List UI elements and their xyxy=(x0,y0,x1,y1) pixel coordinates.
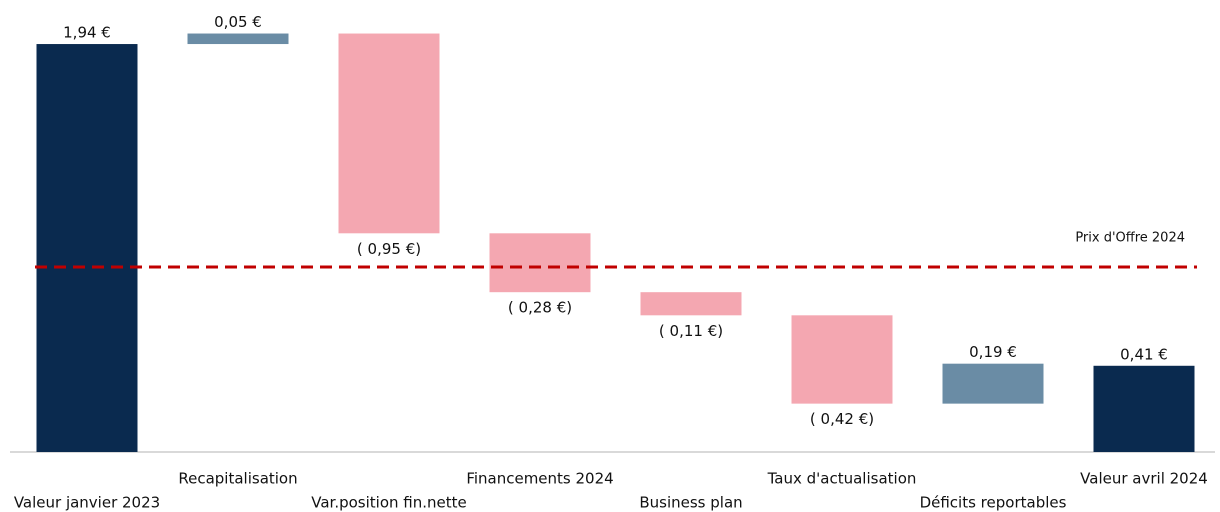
value-label: ( 0,28 €) xyxy=(508,299,572,317)
bar xyxy=(489,233,591,293)
x-tick-label: Valeur avril 2024 xyxy=(1080,470,1208,488)
bar xyxy=(338,33,440,234)
bar xyxy=(791,315,893,404)
value-label: ( 0,95 €) xyxy=(357,240,421,258)
x-tick-label: Valeur janvier 2023 xyxy=(14,494,160,512)
value-label: 1,94 € xyxy=(63,24,111,42)
value-label: 0,19 € xyxy=(969,343,1017,361)
x-tick-label: Var.position fin.nette xyxy=(311,494,466,512)
bar xyxy=(1093,365,1195,452)
value-label: 0,41 € xyxy=(1120,345,1168,363)
bar xyxy=(187,33,289,45)
x-tick-label: Business plan xyxy=(639,494,742,512)
x-tick-label: Recapitalisation xyxy=(178,470,297,488)
x-tick-label: Financements 2024 xyxy=(466,470,613,488)
bar xyxy=(942,363,1044,404)
x-tick-label: Taux d'actualisation xyxy=(767,470,917,488)
value-label: ( 0,11 €) xyxy=(659,322,723,340)
value-label: ( 0,42 €) xyxy=(810,410,874,428)
bar xyxy=(640,292,742,316)
x-tick-label: Déficits reportables xyxy=(920,494,1067,512)
value-label: 0,05 € xyxy=(214,13,262,31)
bar xyxy=(36,44,138,452)
reference-label: Prix d'Offre 2024 xyxy=(1075,230,1185,245)
